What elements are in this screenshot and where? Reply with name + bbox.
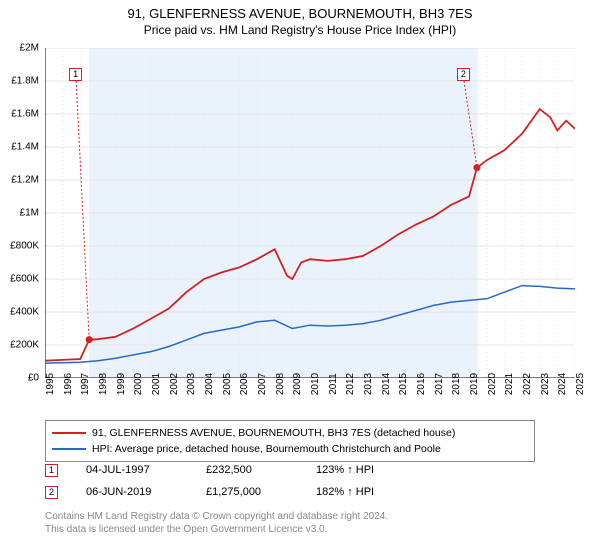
x-axis-label: 2010 [310,373,321,395]
transaction-date: 06-JUN-2019 [86,486,206,498]
y-axis-label: £1.4M [4,142,39,153]
x-axis-label: 2005 [222,373,233,395]
x-axis-label: 2014 [381,373,392,395]
transaction-row: 1 04-JUL-1997£232,500123% ↑ HPI [45,460,535,480]
legend-row: 91, GLENFERNESS AVENUE, BOURNEMOUTH, BH3… [52,425,528,441]
x-axis-label: 2011 [328,373,339,395]
chart-marker-2: 2 [457,68,470,81]
y-axis-label: £2M [4,43,39,54]
x-axis-label: 2016 [416,373,427,395]
transactions-table: 1 04-JUL-1997£232,500123% ↑ HPI 2 06-JUN-20… [45,460,535,504]
y-axis-label: £400K [4,307,39,318]
title-line2: Price paid vs. HM Land Registry's House … [0,23,600,37]
footer-line2: This data is licensed under the Open Gov… [45,523,545,536]
x-axis-label: 2023 [540,373,551,395]
transaction-pct: 182% ↑ HPI [316,486,436,498]
x-axis-label: 2020 [487,373,498,395]
x-axis-label: 2022 [522,373,533,395]
legend-label: 91, GLENFERNESS AVENUE, BOURNEMOUTH, BH3… [92,427,455,439]
transaction-marker: 2 [45,486,58,499]
x-axis-label: 2017 [434,373,445,395]
legend-swatch [52,448,86,450]
x-axis-label: 1995 [45,373,56,395]
transaction-date: 04-JUL-1997 [86,464,206,476]
chart-title-block: 91, GLENFERNESS AVENUE, BOURNEMOUTH, BH3… [0,0,600,39]
y-axis-label: £1.6M [4,109,39,120]
x-axis-label: 1998 [98,373,109,395]
x-axis-label: 1996 [63,373,74,395]
x-axis-label: 2025 [575,373,586,395]
title-line1: 91, GLENFERNESS AVENUE, BOURNEMOUTH, BH3… [0,6,600,21]
transaction-row: 2 06-JUN-2019£1,275,000182% ↑ HPI [45,482,535,502]
y-axis-label: £1M [4,208,39,219]
legend-box: 91, GLENFERNESS AVENUE, BOURNEMOUTH, BH3… [45,420,535,462]
legend-label: HPI: Average price, detached house, Bour… [92,443,441,455]
y-axis-label: £600K [4,274,39,285]
x-axis-label: 2006 [239,373,250,395]
transaction-price: £1,275,000 [206,486,316,498]
x-axis-label: 2001 [151,373,162,395]
legend-swatch [52,432,86,434]
x-axis-label: 1999 [116,373,127,395]
x-axis-label: 1997 [80,373,91,395]
x-axis-label: 2013 [363,373,374,395]
footer-attribution: Contains HM Land Registry data © Crown c… [45,510,545,536]
x-axis-label: 2019 [469,373,480,395]
y-axis-label: £1.8M [4,76,39,87]
transaction-pct: 123% ↑ HPI [316,464,436,476]
x-axis-label: 2003 [186,373,197,395]
x-axis-label: 2012 [345,373,356,395]
x-axis-label: 2024 [557,373,568,395]
x-axis-label: 2000 [133,373,144,395]
transaction-price: £232,500 [206,464,316,476]
x-axis-label: 2018 [451,373,462,395]
legend-row: HPI: Average price, detached house, Bour… [52,441,528,457]
y-axis-label: £1.2M [4,175,39,186]
x-axis-label: 2007 [257,373,268,395]
x-axis-label: 2009 [292,373,303,395]
x-axis-label: 2002 [169,373,180,395]
y-axis-label: £200K [4,340,39,351]
transaction-marker: 1 [45,464,58,477]
y-axis-label: £800K [4,241,39,252]
x-axis-label: 2008 [275,373,286,395]
footer-line1: Contains HM Land Registry data © Crown c… [45,510,545,523]
x-axis-label: 2004 [204,373,215,395]
chart-marker-1: 1 [69,68,82,81]
x-axis-label: 2015 [398,373,409,395]
chart-svg [45,48,575,378]
chart-area: £0£200K£400K£600K£800K£1M£1.2M£1.4M£1.6M… [45,48,575,378]
x-axis-label: 2021 [504,373,515,395]
y-axis-label: £0 [4,373,39,384]
